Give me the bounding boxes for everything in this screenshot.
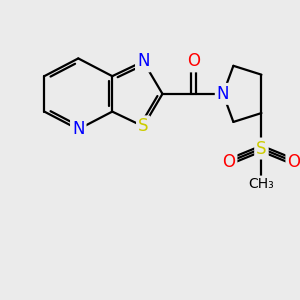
Text: N: N bbox=[137, 52, 149, 70]
Text: CH₃: CH₃ bbox=[249, 177, 274, 191]
Text: N: N bbox=[217, 85, 229, 103]
Text: N: N bbox=[72, 120, 85, 138]
Text: S: S bbox=[138, 117, 148, 135]
Text: S: S bbox=[256, 140, 267, 158]
Text: O: O bbox=[187, 52, 200, 70]
Text: O: O bbox=[222, 153, 236, 171]
Text: O: O bbox=[287, 153, 300, 171]
